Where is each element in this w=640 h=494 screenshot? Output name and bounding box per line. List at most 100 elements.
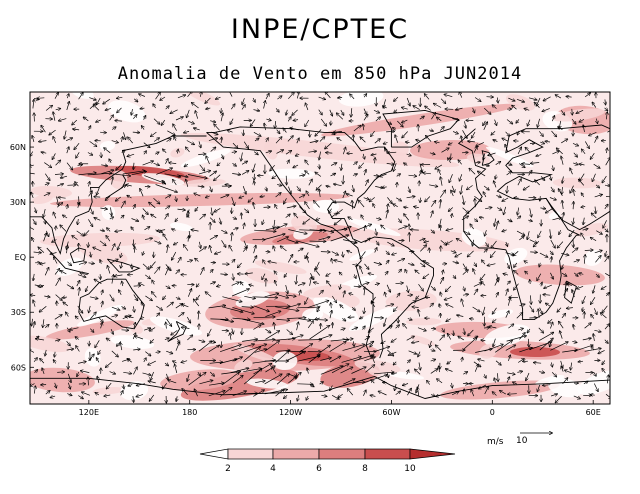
wind-vector xyxy=(107,228,111,232)
wind-vector xyxy=(107,266,111,274)
wind-vector xyxy=(299,206,305,213)
wind-vector xyxy=(604,228,608,232)
wind-vector xyxy=(605,250,606,256)
wind-vector xyxy=(419,239,425,241)
wind-vector xyxy=(504,206,507,215)
wind-vector xyxy=(604,204,608,210)
wind-vector xyxy=(363,124,364,131)
wind-vector xyxy=(404,214,410,221)
wind-vector xyxy=(573,217,574,224)
wind-vector xyxy=(120,253,121,257)
wind-vector xyxy=(131,172,147,176)
wind-vector xyxy=(56,203,62,208)
wind-vector xyxy=(488,152,496,155)
wind-vector xyxy=(230,118,234,125)
wind-vector xyxy=(602,175,607,183)
wind-vector xyxy=(461,185,463,194)
wind-vector xyxy=(380,173,387,177)
wind-vector xyxy=(540,176,545,180)
wind-vector xyxy=(595,184,599,188)
wind-vector xyxy=(571,248,578,253)
wind-vector xyxy=(225,185,232,186)
wind-vector xyxy=(153,198,160,203)
wind-vector xyxy=(456,239,462,242)
wind-vector xyxy=(452,132,458,134)
wind-vector xyxy=(352,382,365,383)
wind-vector xyxy=(94,197,101,198)
wind-vector xyxy=(528,197,536,198)
wind-vector xyxy=(266,138,268,143)
wind-vector xyxy=(109,159,111,163)
wind-vector xyxy=(497,97,498,103)
wind-vector xyxy=(507,219,512,221)
wind-vector xyxy=(308,151,316,152)
wind-vector xyxy=(87,173,112,176)
wind-vector xyxy=(524,261,528,263)
wind-vector xyxy=(398,218,401,223)
wind-vector xyxy=(474,219,477,222)
wind-vector xyxy=(241,161,247,165)
wind-vector xyxy=(529,239,537,244)
wind-vector xyxy=(30,226,35,230)
wind-vector xyxy=(517,216,520,219)
wind-vector xyxy=(275,193,281,198)
wind-vector xyxy=(462,207,469,213)
wind-vector xyxy=(449,143,453,145)
wind-vector xyxy=(133,162,134,170)
wind-vector xyxy=(550,229,551,238)
wind-vector xyxy=(553,165,554,170)
wind-vector xyxy=(308,179,312,186)
wind-vector xyxy=(44,183,49,185)
wind-vector xyxy=(342,251,343,257)
wind-vector xyxy=(419,146,420,153)
wind-vector xyxy=(30,165,34,166)
anomaly-patch xyxy=(246,378,289,389)
wind-vector xyxy=(530,280,531,285)
wind-vector xyxy=(542,108,550,111)
wind-vector xyxy=(430,211,433,218)
wind-vector xyxy=(216,97,221,99)
wind-vector xyxy=(452,119,459,121)
wind-vector xyxy=(43,193,50,197)
wind-vector xyxy=(342,147,345,155)
wind-vector xyxy=(467,185,473,189)
anomaly-patch xyxy=(170,222,193,232)
wind-vector xyxy=(579,164,585,165)
wind-vector xyxy=(525,148,530,153)
wind-vector xyxy=(43,209,45,217)
wind-vector xyxy=(478,171,486,177)
wind-vector xyxy=(604,185,610,186)
wind-vector xyxy=(227,130,233,132)
wind-vector xyxy=(268,261,277,263)
wind-vector xyxy=(496,196,501,198)
anomaly-patch xyxy=(321,103,519,137)
wind-vector xyxy=(241,105,245,110)
wind-vector xyxy=(101,165,107,166)
wind-vector xyxy=(534,102,540,109)
wind-vector xyxy=(581,193,583,198)
wind-vector xyxy=(277,185,281,186)
wind-vector xyxy=(167,245,168,253)
wind-vector xyxy=(569,229,575,236)
wind-vector xyxy=(100,208,107,209)
wind-vector xyxy=(88,191,93,197)
wind-vector xyxy=(514,262,518,267)
wind-vector xyxy=(387,241,394,246)
wind-vector xyxy=(364,170,366,176)
wind-vector xyxy=(153,138,159,142)
colorbar-tick-label: 2 xyxy=(225,464,231,474)
wind-vector xyxy=(319,189,320,198)
wind-vector xyxy=(206,156,210,165)
wind-vector xyxy=(483,192,487,198)
wind-vector xyxy=(428,130,433,131)
wind-vector xyxy=(163,149,167,153)
wind-vector xyxy=(449,174,453,182)
lon-label: 60E xyxy=(586,408,601,417)
wind-vector xyxy=(176,174,188,177)
wind-vector xyxy=(94,218,101,221)
wind-vector xyxy=(483,249,487,253)
wind-vector xyxy=(437,117,442,122)
anomaly-patch xyxy=(410,335,436,346)
wind-vector xyxy=(275,205,277,210)
